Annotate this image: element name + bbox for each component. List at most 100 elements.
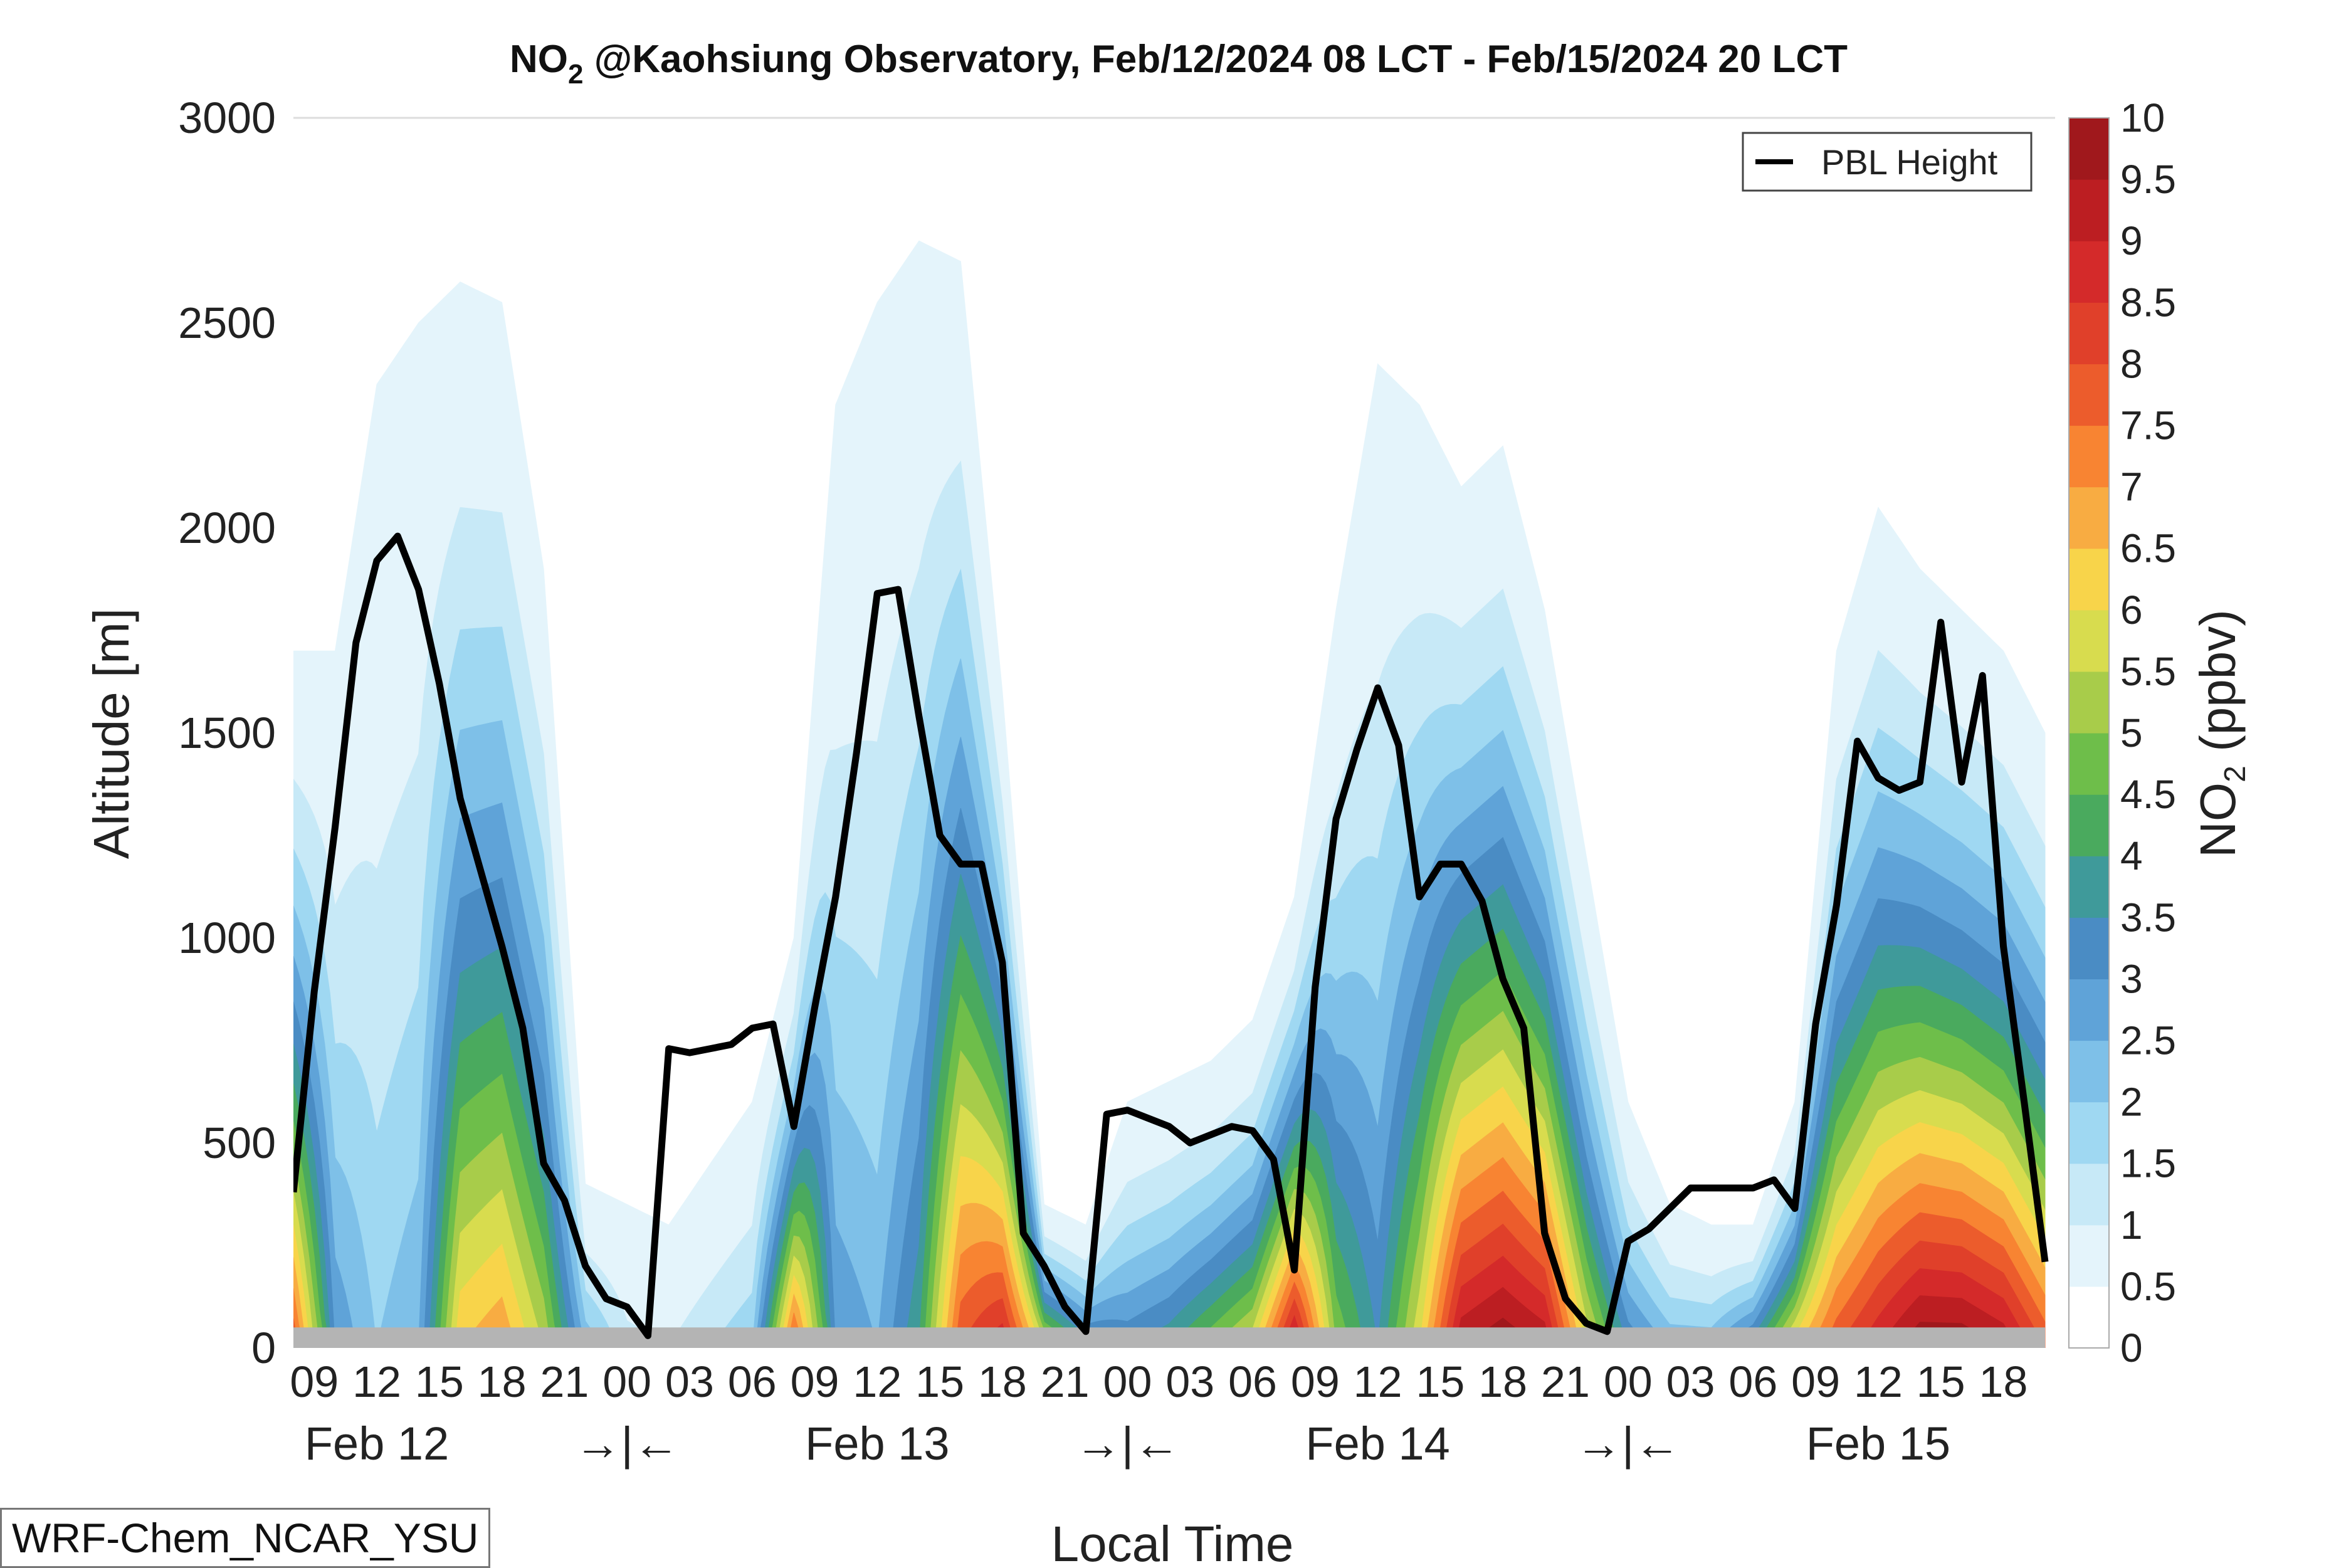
x-tick-label: 00 (1103, 1357, 1152, 1406)
legend: PBL Height (1743, 133, 2031, 191)
day-label: Feb 15 (1806, 1418, 1950, 1470)
title-no: NO (510, 38, 568, 81)
y-axis-label: Altitude [m] (83, 608, 139, 859)
chart-title: NO2 @Kaohsiung Observatory, Feb/12/2024 … (510, 38, 1848, 90)
colorbar-tick-label: 6.5 (2120, 526, 2176, 571)
x-tick-label: 12 (1854, 1357, 1903, 1406)
x-tick-label: 18 (478, 1357, 527, 1406)
colorbar-label-subscript: 2 (2219, 766, 2252, 782)
x-axis-label: Local Time (1051, 1516, 1294, 1567)
x-tick-label: 00 (1604, 1357, 1653, 1406)
colorbar-segment (2069, 179, 2109, 241)
day-separator: →|← (1575, 1418, 1680, 1470)
colorbar-tick-label: 9.5 (2120, 157, 2176, 202)
x-tick-label: 03 (1666, 1357, 1715, 1406)
x-tick-label: 12 (1354, 1357, 1402, 1406)
colorbar-tick-label: 5.5 (2120, 649, 2176, 694)
colorbar-tick-label: 6 (2120, 587, 2143, 633)
day-separator: →|← (1075, 1418, 1180, 1470)
colorbar-ticks: 0 0.5 1 1.5 2 2.5 3 3.5 4 4.5 5 5.5 6 6.5 7 7.5 8 8.5 9 9.5… (2120, 95, 2176, 1371)
x-tick-label: 18 (1478, 1357, 1527, 1406)
x-tick-label: 03 (665, 1357, 714, 1406)
title-rest: @Kaohsiung Observatory, Feb/12/2024 08 L… (584, 38, 1848, 81)
y-tick-label: 2500 (178, 298, 276, 347)
colorbar-tick-label: 0 (2120, 1325, 2143, 1371)
x-tick-label: 06 (1228, 1357, 1277, 1406)
colorbar-tick-label: 8 (2120, 341, 2143, 386)
colorbar-tick-label: 4.5 (2120, 772, 2176, 817)
colorbar-tick-label: 3 (2120, 956, 2143, 1001)
colorbar-segment (2069, 487, 2109, 549)
x-axis: 09 12 15 18 21 00 03 06 09 12 15 18 21 00 03 06 09 12 15 18… (290, 1357, 2028, 1470)
x-tick-label: 09 (1791, 1357, 1840, 1406)
colorbar-segment (2069, 426, 2109, 488)
colorbar-segment (2069, 1225, 2109, 1287)
colorbar-tick-label: 1.5 (2120, 1141, 2176, 1186)
x-tick-label: 06 (728, 1357, 777, 1406)
colorbar-segment (2069, 302, 2109, 364)
day-label: Feb 13 (805, 1418, 949, 1470)
x-tick-label: 21 (1041, 1357, 1090, 1406)
colorbar-tick-label: 8.5 (2120, 280, 2176, 325)
x-tick-label: 15 (1416, 1357, 1465, 1406)
x-tick-label: 06 (1728, 1357, 1777, 1406)
x-tick-label: 09 (290, 1357, 339, 1406)
x-tick-label: 12 (352, 1357, 401, 1406)
legend-label: PBL Height (1821, 142, 1998, 182)
y-tick-label: 500 (202, 1118, 276, 1167)
x-tick-label: 12 (853, 1357, 902, 1406)
title-subscript: 2 (568, 59, 583, 90)
colorbar-segment (2069, 1164, 2109, 1226)
colorbar-tick-label: 5 (2120, 710, 2143, 755)
colorbar-label-no: NO (2190, 782, 2246, 858)
colorbar-segment (2069, 733, 2109, 795)
colorbar-tick-label: 10 (2120, 95, 2165, 140)
colorbar-tick-label: 7.5 (2120, 403, 2176, 448)
y-tick-label: 1000 (178, 913, 276, 962)
colorbar (2069, 118, 2109, 1349)
ground-band (293, 1327, 2045, 1348)
colorbar-segment (2069, 917, 2109, 979)
colorbar-tick-label: 2.5 (2120, 1018, 2176, 1063)
plot-area (293, 118, 2055, 1348)
colorbar-tick-label: 2 (2120, 1080, 2143, 1125)
colorbar-tick-label: 4 (2120, 833, 2143, 878)
x-tick-label: 15 (915, 1357, 964, 1406)
x-tick-label: 03 (1165, 1357, 1214, 1406)
y-tick-label: 2000 (178, 503, 276, 552)
colorbar-segment (2069, 1102, 2109, 1164)
no2-curtain-chart: NO2 @Kaohsiung Observatory, Feb/12/2024 … (0, 0, 2351, 1567)
colorbar-segment (2069, 610, 2109, 672)
colorbar-segment (2069, 1041, 2109, 1103)
colorbar-segment (2069, 979, 2109, 1041)
y-axis: 0 500 1000 1500 2000 2500 3000 (178, 93, 276, 1372)
model-label: WRF-Chem_NCAR_YSU (12, 1514, 478, 1562)
colorbar-segment (2069, 118, 2109, 180)
day-label: Feb 14 (1305, 1418, 1449, 1470)
y-tick-label: 3000 (178, 93, 276, 142)
x-tick-label: 18 (978, 1357, 1027, 1406)
x-tick-label: 09 (1291, 1357, 1340, 1406)
colorbar-tick-label: 1 (2120, 1202, 2143, 1248)
colorbar-tick-label: 9 (2120, 218, 2143, 263)
x-tick-label: 15 (1917, 1357, 1965, 1406)
day-separator: →|← (575, 1418, 680, 1470)
x-tick-label: 15 (415, 1357, 464, 1406)
colorbar-label: NO2 (ppbv) (2190, 609, 2252, 858)
colorbar-segment (2069, 241, 2109, 303)
x-tick-label: 00 (602, 1357, 651, 1406)
x-tick-label: 18 (1979, 1357, 2028, 1406)
x-tick-label: 09 (791, 1357, 839, 1406)
model-label-box: WRF-Chem_NCAR_YSU (0, 1508, 490, 1568)
colorbar-tick-label: 7 (2120, 465, 2143, 510)
colorbar-label-rest: (ppbv) (2190, 609, 2246, 766)
colorbar-segment (2069, 794, 2109, 856)
day-label: Feb 12 (305, 1418, 449, 1470)
x-tick-label: 21 (540, 1357, 589, 1406)
y-tick-label: 0 (251, 1323, 276, 1372)
colorbar-tick-label: 3.5 (2120, 895, 2176, 940)
colorbar-segment (2069, 671, 2109, 734)
colorbar-tick-label: 0.5 (2120, 1264, 2176, 1309)
x-tick-label: 21 (1541, 1357, 1590, 1406)
colorbar-segment (2069, 856, 2109, 918)
